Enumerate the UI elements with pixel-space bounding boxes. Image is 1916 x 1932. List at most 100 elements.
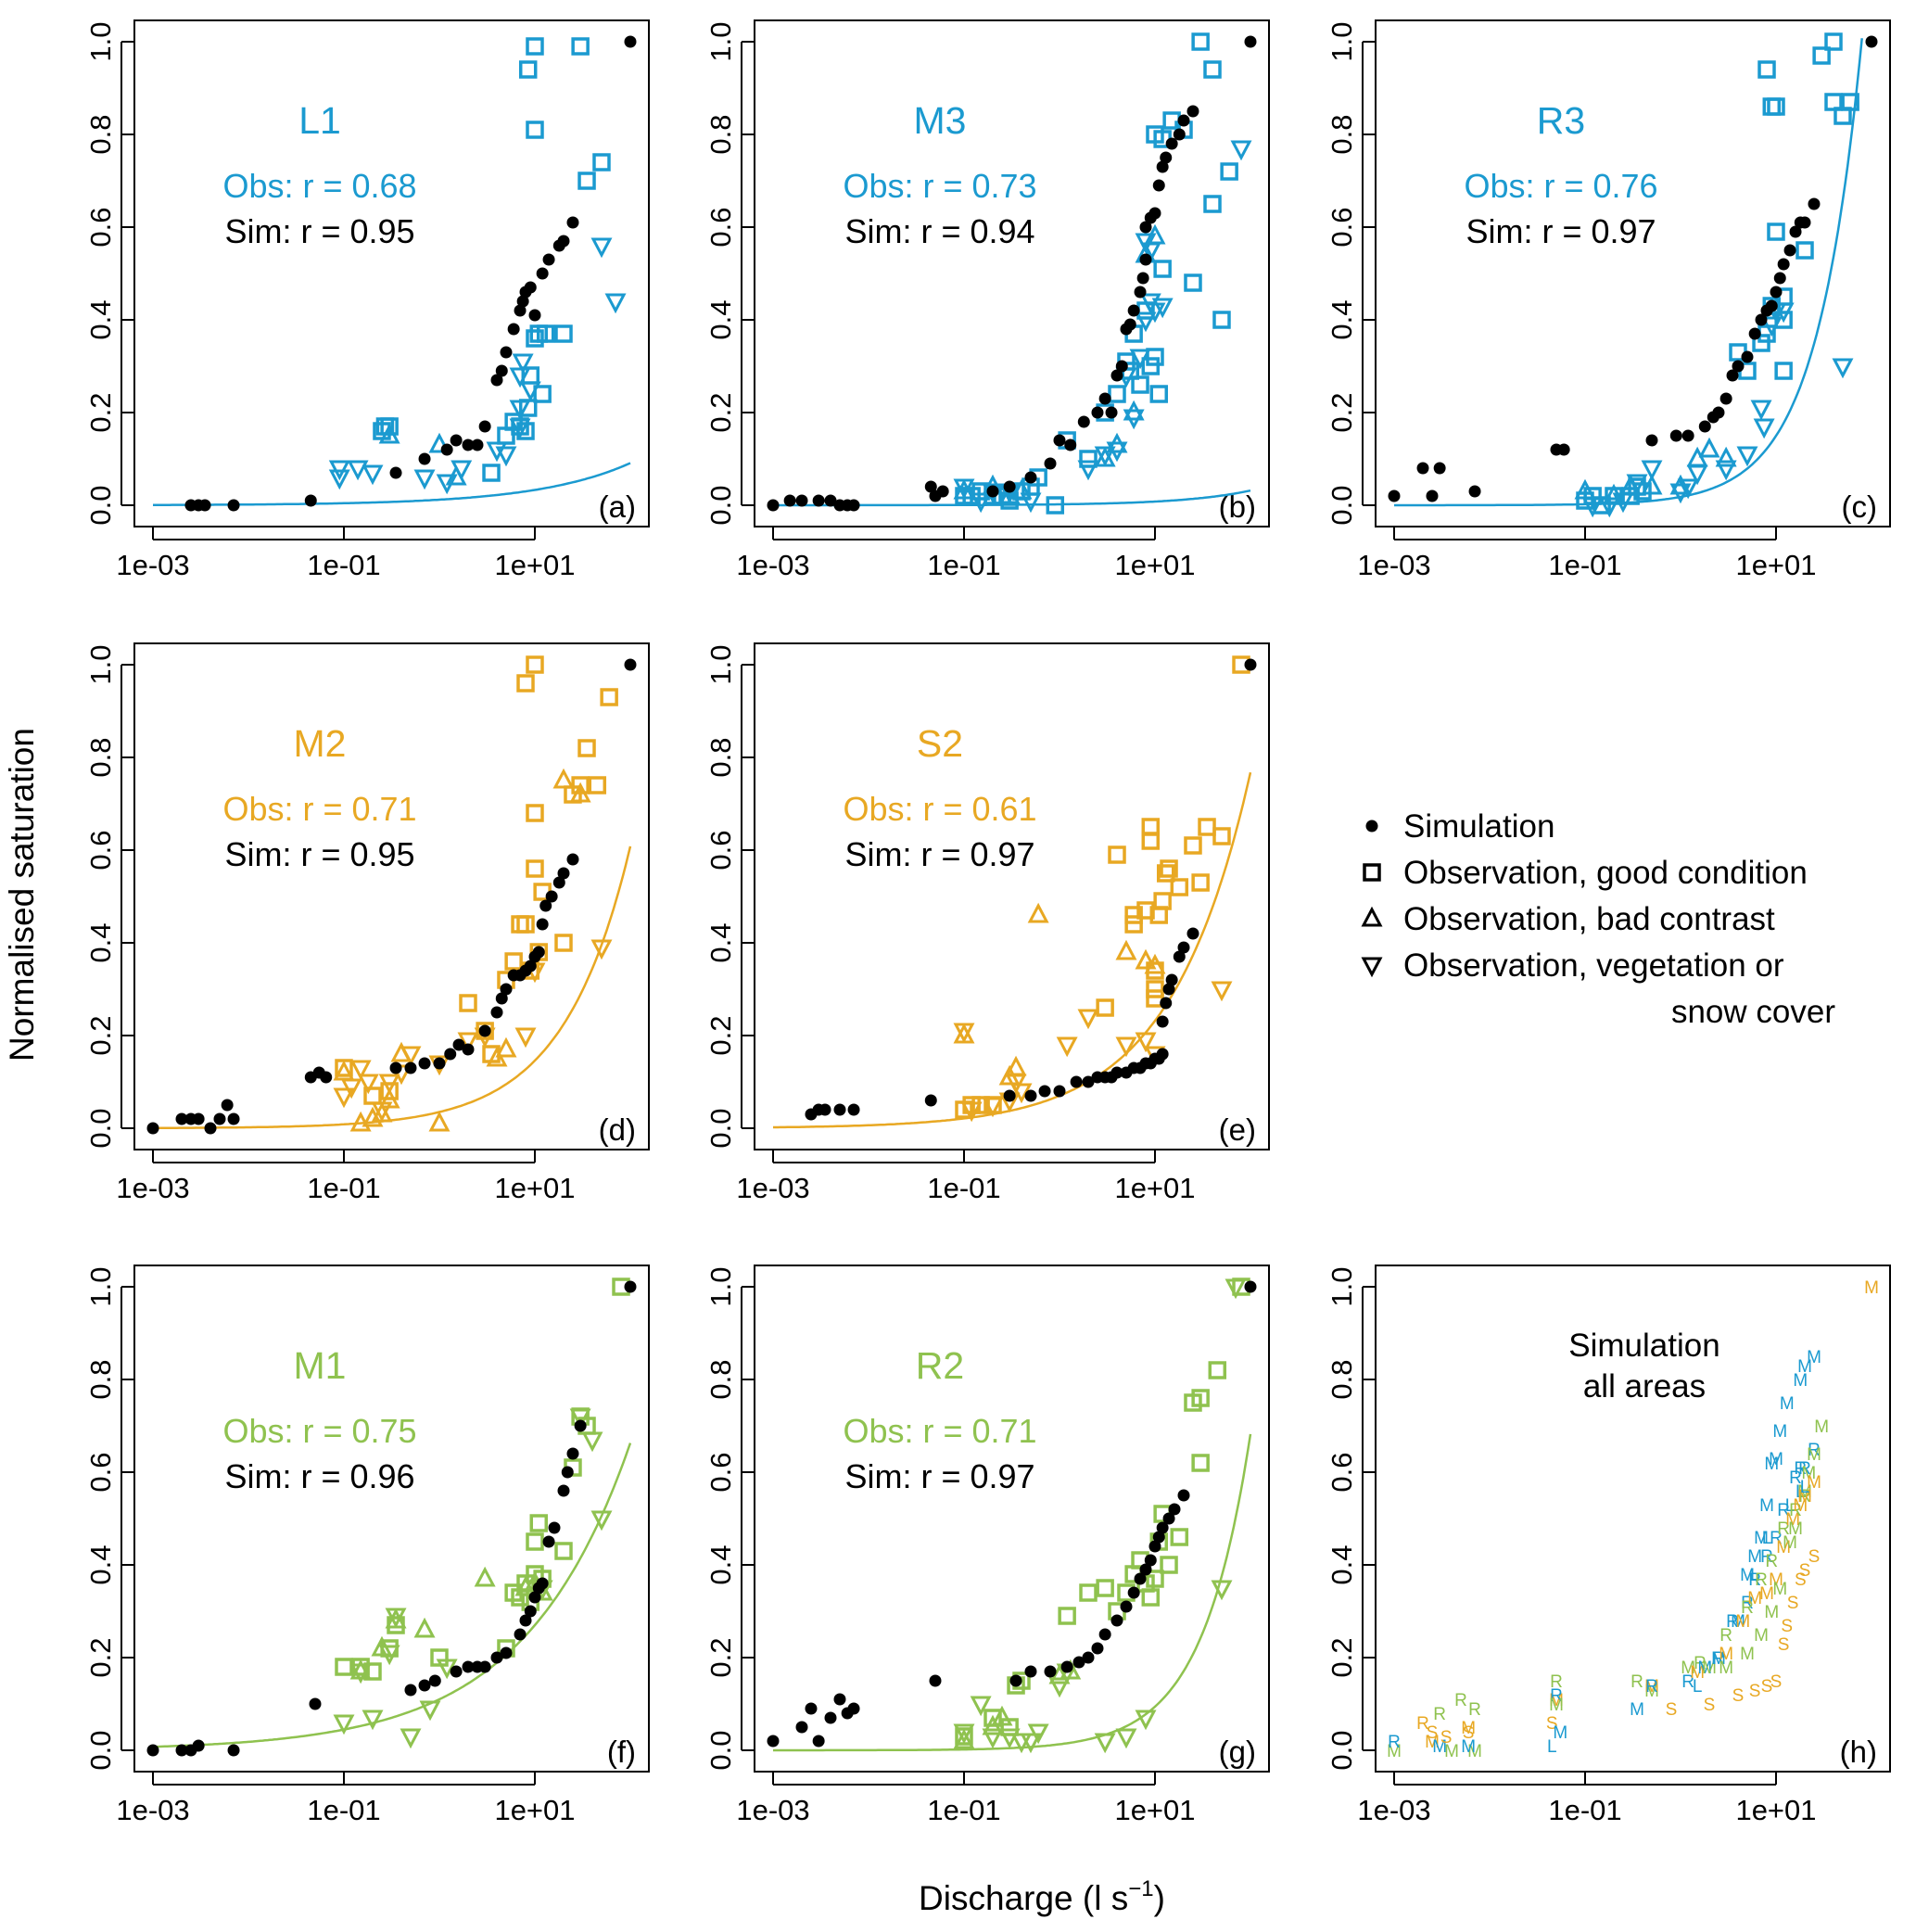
sim-point — [1865, 35, 1878, 48]
obs-veg-point — [514, 1027, 537, 1049]
sim-point — [227, 499, 240, 512]
obs-veg-point — [1641, 460, 1663, 481]
sim-point — [1557, 443, 1570, 456]
y-tick-label: 0.4 — [704, 1544, 737, 1584]
letter-point: M — [1549, 1696, 1564, 1715]
obs-good-point — [1212, 827, 1231, 845]
letter-point: R — [1719, 1626, 1732, 1646]
obs-bad-point — [378, 423, 400, 444]
obs-good-point — [1160, 859, 1178, 878]
sim-point — [146, 1122, 159, 1135]
obs-good-point — [1191, 1389, 1210, 1407]
obs-good-point — [1108, 385, 1126, 403]
obs-good-point — [1046, 496, 1065, 515]
sim-point — [1134, 1572, 1147, 1585]
obs-veg-point — [436, 474, 458, 495]
sim-point — [507, 323, 520, 336]
obs-bad-point — [953, 1728, 975, 1749]
letter-point: M — [1387, 1742, 1402, 1761]
sim-correlation: Sim: r = 0.96 — [224, 1457, 414, 1495]
sim-point — [767, 1735, 780, 1748]
x-tick-label: 1e-01 — [307, 1172, 380, 1204]
sim-point — [1173, 128, 1186, 141]
sim-point — [812, 1735, 825, 1748]
sim-point — [552, 876, 565, 889]
panel-a: 1e-03 1e-01 1e+01 0.0 0.2 0.4 0.6 0.8 1.0 (a) L1 Ob… — [84, 19, 650, 581]
y-tick-label: 0.6 — [1326, 207, 1358, 247]
letter-point: R — [1770, 1529, 1783, 1548]
fit-curve — [1394, 38, 1863, 507]
letter-point: M — [1432, 1737, 1447, 1757]
obs-veg-point — [1048, 1677, 1071, 1698]
letter-point: R — [1416, 1714, 1429, 1734]
sim-point — [1082, 1075, 1095, 1088]
y-tick-label: 1.0 — [1326, 1266, 1358, 1306]
sim-point — [1162, 1512, 1175, 1525]
y-tick-label: 1.0 — [704, 1266, 737, 1306]
letter-point: M — [1807, 1348, 1821, 1367]
sim-point — [818, 1103, 831, 1116]
sim-point — [514, 1628, 527, 1641]
sim-point — [495, 364, 508, 377]
sim-point — [1077, 415, 1090, 428]
sim-point — [924, 480, 937, 493]
obs-correlation: Obs: r = 0.71 — [222, 790, 416, 828]
obs-veg-point — [970, 1696, 992, 1717]
sim-point — [1152, 179, 1165, 192]
obs-bad-point — [1135, 948, 1157, 970]
sim-point — [444, 1048, 457, 1061]
sim-point — [1127, 1586, 1140, 1599]
letter-point: M — [1769, 1450, 1783, 1469]
sim-point — [478, 420, 491, 433]
sim-point — [795, 494, 808, 507]
letter-point: M — [1740, 1645, 1755, 1664]
obs-veg-point — [509, 400, 531, 421]
sim-point — [1468, 485, 1481, 498]
sim-point — [500, 1646, 513, 1659]
obs-veg-point — [333, 1087, 355, 1109]
sim-point — [490, 1651, 503, 1664]
obs-good-point — [526, 121, 544, 139]
sim-point — [462, 1043, 475, 1056]
obs-good-point — [1153, 260, 1172, 278]
sim-point — [175, 1744, 188, 1757]
obs-veg-point — [581, 1431, 603, 1453]
sim-point — [221, 1099, 234, 1112]
x-tick-label: 1e-01 — [307, 549, 380, 581]
x-tick-label: 1e+01 — [494, 1794, 575, 1826]
letter-point: S — [1799, 1561, 1811, 1581]
panel-c: 1e-03 1e-01 1e+01 0.0 0.2 0.4 0.6 0.8 1.0 (c) R3 Ob… — [1326, 19, 1891, 581]
letter-point: L — [1795, 1482, 1806, 1502]
obs-good-point — [380, 1082, 399, 1100]
sim-point — [524, 281, 537, 294]
sim-correlation: Sim: r = 0.95 — [224, 835, 414, 873]
fit-curve — [773, 1433, 1252, 1752]
panel-f: 1e-03 1e-01 1e+01 0.0 0.2 0.4 0.6 0.8 1.0 (f) M1 Ob… — [84, 1265, 650, 1826]
obs-correlation: Obs: r = 0.76 — [1464, 167, 1657, 205]
sim-point — [418, 1057, 431, 1070]
obs-good-point — [1058, 1607, 1076, 1625]
sim-point — [389, 1061, 402, 1074]
letter-point: M — [1764, 1603, 1779, 1622]
obs-veg-point — [953, 478, 975, 500]
letter-point: M — [1719, 1659, 1733, 1678]
letter-point: L — [1750, 1566, 1760, 1585]
obs-veg-point — [362, 464, 384, 486]
y-tick-label: 0.4 — [704, 922, 737, 962]
obs-good-point — [554, 324, 573, 343]
sim-point — [574, 1419, 587, 1432]
sim-point — [536, 267, 549, 280]
obs-good-point — [1146, 348, 1164, 366]
obs-good-point — [1141, 1588, 1161, 1607]
y-tick-label: 0.4 — [1326, 1544, 1358, 1584]
sim-point — [1003, 480, 1016, 493]
letter-point: M — [1690, 1663, 1705, 1683]
sim-point — [146, 1744, 159, 1757]
sim-point — [795, 1721, 808, 1734]
letter-point: M — [1807, 1445, 1821, 1465]
obs-veg-point — [1020, 1733, 1042, 1754]
sim-point — [545, 890, 558, 903]
letter-point: S — [1666, 1700, 1678, 1720]
y-tick-label: 0.2 — [704, 392, 737, 432]
sim-point — [624, 658, 637, 671]
